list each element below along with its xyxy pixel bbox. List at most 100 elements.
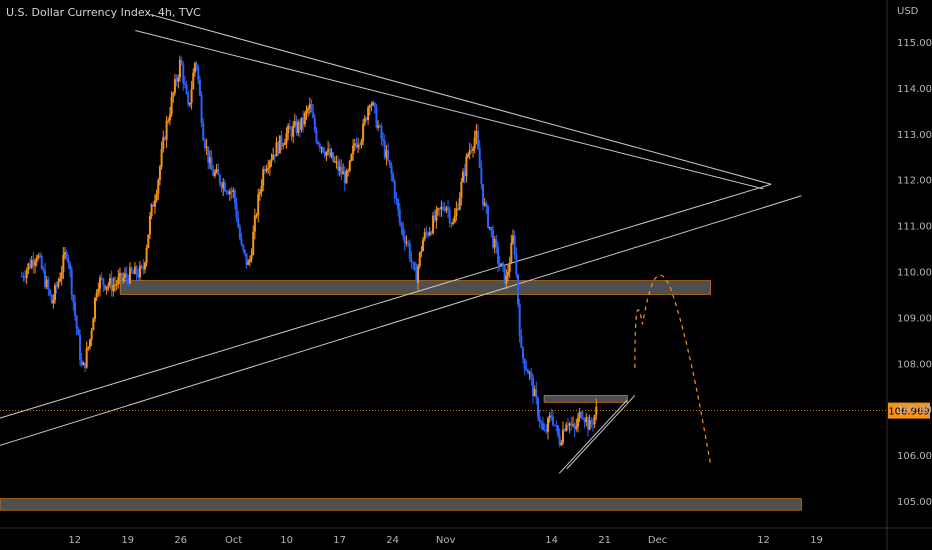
y-tick-label: 113.000 (897, 130, 932, 141)
candle-body (57, 281, 60, 287)
candle-body (435, 209, 438, 221)
price-axis[interactable]: 105.000 106.000 107.000 108.000 109.000 110.0… (886, 0, 932, 550)
candle-body (223, 182, 226, 192)
candle-body (440, 206, 443, 210)
candle-body (158, 166, 161, 181)
candle-body (450, 222, 453, 225)
candle-body (378, 125, 381, 127)
last-price-value: 106.969 (888, 407, 929, 418)
candle-body (243, 249, 246, 254)
candle-body (207, 146, 210, 163)
candle-body (332, 152, 335, 162)
candle-body (497, 246, 500, 264)
candle-body (292, 125, 295, 137)
candle-body (388, 160, 391, 166)
candle-body (368, 105, 371, 108)
candle-body (39, 255, 42, 257)
candle-body (47, 279, 50, 290)
candle-body (125, 273, 128, 278)
candle-body (298, 122, 301, 130)
candle-body (580, 411, 583, 418)
candle-body (175, 79, 178, 82)
candle-body (187, 93, 190, 105)
candle-body (283, 142, 286, 145)
candle-body (162, 137, 165, 150)
candle-body (566, 424, 569, 426)
y-tick-label: 115.000 (897, 38, 932, 49)
candle-body (218, 174, 221, 184)
candle-body (433, 215, 436, 221)
candle-body (273, 154, 276, 157)
candle-body (383, 140, 386, 158)
candle-body (390, 165, 393, 175)
candle-body (473, 137, 476, 149)
candle-body (512, 235, 515, 243)
candle-body (526, 370, 529, 374)
candle-body (525, 368, 528, 371)
candle-body (342, 171, 345, 175)
candle-body (595, 406, 598, 416)
candle-body (430, 232, 433, 234)
candle-body (355, 143, 358, 148)
candle-body (393, 181, 396, 199)
candle-body (280, 135, 283, 146)
candle-body (475, 130, 478, 138)
candle-body (362, 123, 365, 142)
candle-body (95, 292, 98, 298)
candle-body (90, 330, 93, 340)
candle-body (415, 270, 418, 283)
candle-body (548, 415, 551, 419)
candle-body (536, 398, 539, 417)
candle-body (108, 277, 111, 285)
candle-body (285, 132, 288, 143)
candle-body (117, 277, 120, 285)
candle-body (510, 242, 513, 264)
support-resistance-zone (0, 498, 802, 511)
candle-body (49, 289, 52, 295)
x-tick-label: 26 (174, 535, 187, 546)
candle-body (400, 222, 403, 228)
candle-body (460, 182, 463, 198)
candle-body (203, 140, 206, 148)
candle-body (165, 120, 168, 140)
zones-layer (0, 280, 802, 511)
candle-body (358, 144, 361, 146)
candle-body (505, 275, 508, 284)
candle-body (317, 142, 320, 145)
candle-body (418, 252, 421, 267)
candle-body (248, 259, 251, 262)
candle-body (163, 137, 166, 140)
candle-body (590, 420, 593, 424)
time-axis[interactable]: 12 19 26 Oct 10 17 24 Nov 14 21 Dec 12 19 (0, 527, 932, 546)
candle-body (263, 169, 266, 172)
candle-body (288, 125, 291, 130)
candle-body (107, 284, 110, 287)
candle-body (307, 108, 310, 110)
candle-body (220, 183, 223, 189)
candle-body (447, 207, 450, 210)
candle-body (102, 278, 105, 285)
y-tick-label: 110.000 (897, 268, 932, 279)
candle-body (417, 266, 420, 283)
candle-body (238, 227, 241, 239)
candle-body (287, 125, 290, 133)
candle-body (173, 79, 176, 93)
candle-body (533, 389, 536, 397)
candle-body (118, 272, 121, 278)
candle-body (531, 377, 534, 397)
candle-body (478, 148, 481, 169)
candle-body (305, 109, 308, 114)
candle-body (40, 255, 43, 269)
candle-body (157, 180, 160, 194)
candle-body (225, 191, 228, 193)
candle-body (312, 112, 315, 118)
trendline (135, 30, 764, 190)
candle-body (55, 285, 58, 287)
candle-body (105, 286, 108, 290)
candle-body (455, 208, 458, 216)
candle-body (555, 425, 558, 427)
x-tick-label: Nov (436, 535, 456, 546)
candle-body (558, 435, 561, 446)
candle-body (443, 209, 446, 211)
